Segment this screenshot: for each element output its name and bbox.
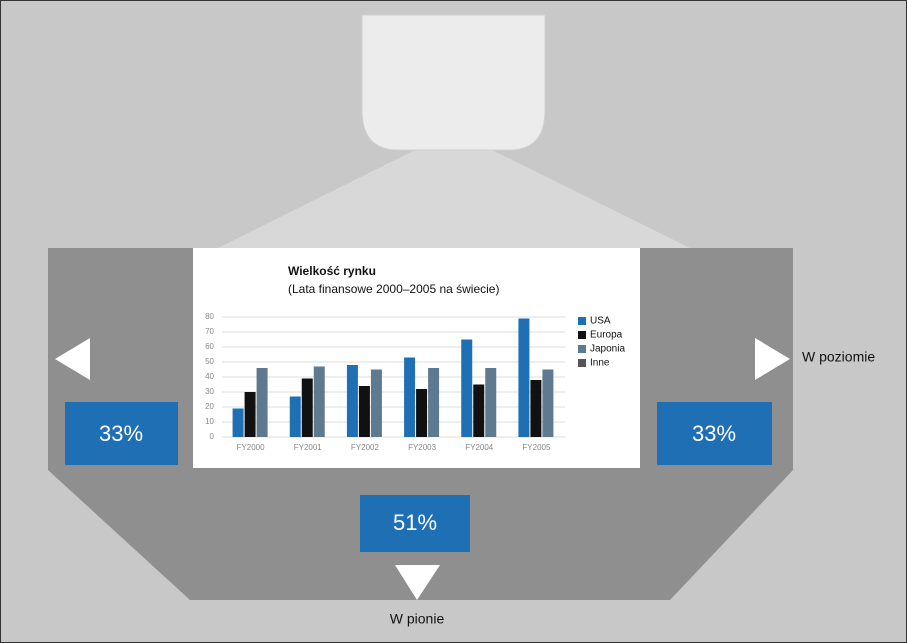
light-beam — [218, 150, 690, 248]
left-arrow — [55, 338, 90, 380]
legend-label: Inne — [590, 358, 610, 369]
bar — [346, 365, 358, 437]
bar — [313, 366, 325, 437]
horizontal-label: W poziomie — [802, 349, 875, 365]
bar — [301, 378, 313, 437]
chart-subtitle: (Lata finansowe 2000–2005 na świecie) — [288, 282, 499, 296]
bar — [358, 386, 370, 437]
y-tick-label: 40 — [205, 372, 214, 381]
right-box — [657, 402, 772, 465]
down-arrow — [395, 565, 440, 600]
y-tick-label: 30 — [205, 387, 214, 396]
legend-swatch — [578, 331, 586, 339]
x-tick-label: FY2003 — [408, 443, 437, 452]
legend-swatch — [578, 317, 586, 325]
bottom-percent: 51% — [393, 510, 437, 535]
legend-label: Europa — [590, 330, 623, 341]
bottom-box — [360, 495, 470, 552]
right-arrow — [755, 338, 790, 380]
vertical-label: W pionie — [390, 611, 445, 627]
y-tick-label: 70 — [205, 327, 214, 336]
bar — [244, 392, 256, 437]
legend-swatch — [578, 345, 586, 353]
right-percent: 33% — [692, 421, 736, 446]
bar — [485, 368, 497, 437]
y-tick-label: 60 — [205, 342, 214, 351]
left-box — [65, 402, 178, 465]
bar — [416, 389, 428, 437]
projector — [361, 14, 546, 151]
chart-title: Wielkość rynku — [288, 264, 376, 278]
legend-swatch — [578, 359, 586, 367]
y-tick-label: 10 — [205, 417, 214, 426]
y-tick-label: 0 — [210, 432, 215, 441]
bar — [542, 369, 554, 437]
bar — [256, 368, 268, 437]
bar — [428, 368, 440, 437]
y-tick-label: 20 — [205, 402, 214, 411]
x-tick-label: FY2001 — [294, 443, 323, 452]
bar — [370, 369, 382, 437]
x-tick-label: FY2002 — [351, 443, 380, 452]
bar — [530, 380, 542, 437]
x-tick-label: FY2000 — [237, 443, 266, 452]
bar — [473, 384, 485, 437]
left-percent: 33% — [99, 421, 143, 446]
y-tick-label: 50 — [205, 357, 214, 366]
x-tick-label: FY2004 — [465, 443, 494, 452]
bar — [518, 318, 530, 437]
bar — [461, 339, 473, 437]
x-tick-label: FY2005 — [522, 443, 551, 452]
y-tick-label: 80 — [205, 312, 214, 321]
legend-label: Japonia — [590, 344, 625, 355]
bar — [289, 396, 301, 437]
bar — [232, 408, 244, 437]
legend-label: USA — [590, 316, 611, 327]
bar — [404, 357, 416, 437]
